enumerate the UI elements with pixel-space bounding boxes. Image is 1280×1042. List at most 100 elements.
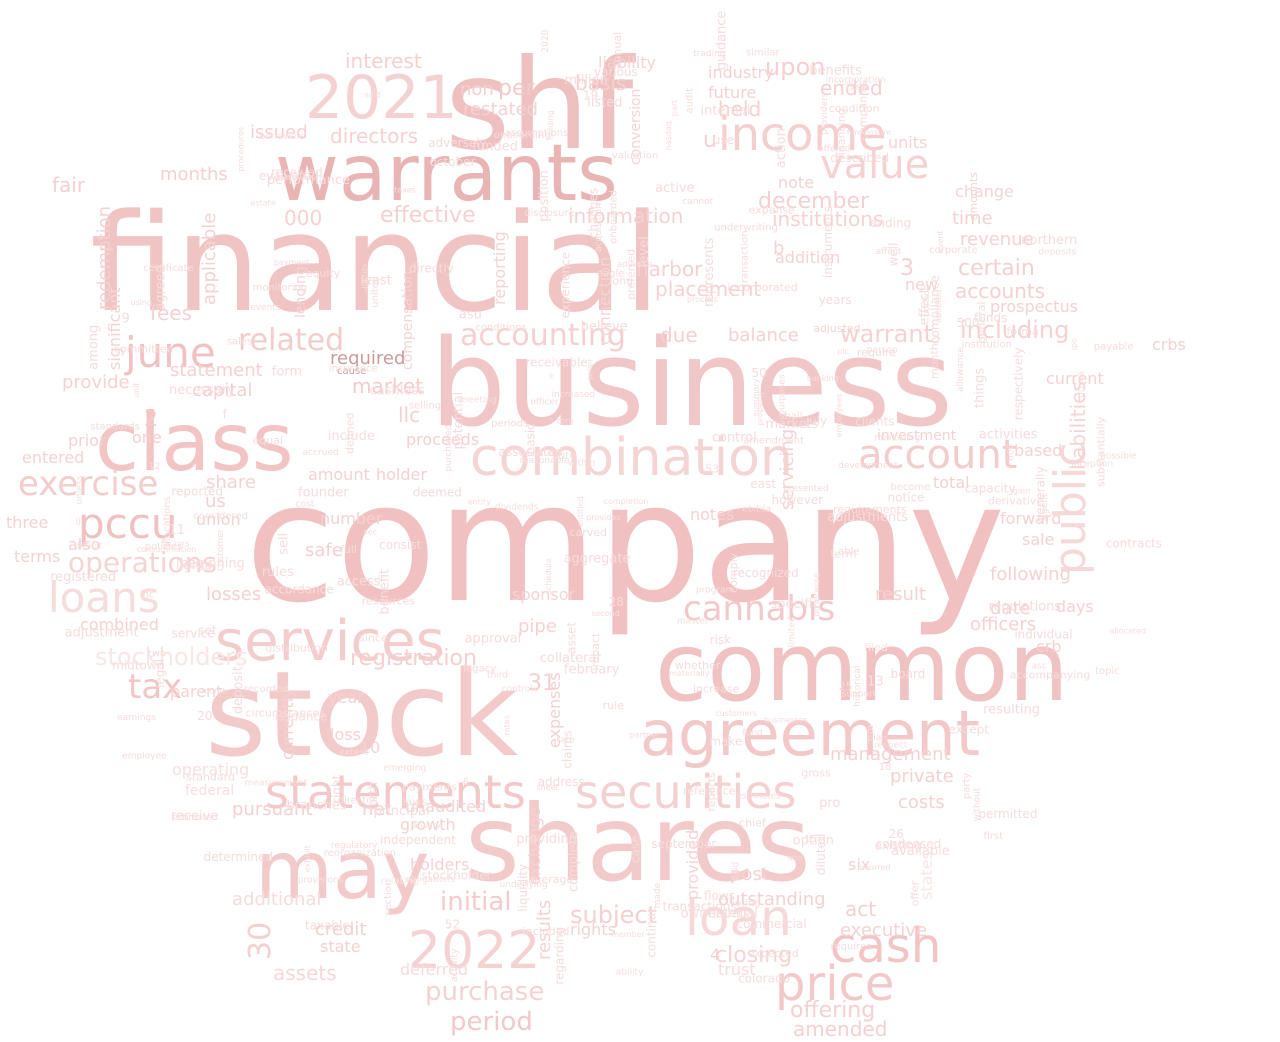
word-event: event (936, 230, 945, 253)
word-following: following (990, 564, 1071, 585)
word-set: set (198, 624, 217, 638)
word-9: 9 (121, 312, 129, 327)
word-equity: equity (306, 267, 341, 280)
word-reporting: reporting (490, 231, 509, 305)
word-conditions: conditions (475, 322, 526, 333)
word-controls: controls (502, 685, 538, 695)
word-risk: risk (710, 633, 732, 647)
word-eagle: eagle (597, 268, 625, 279)
word-state: state (320, 937, 361, 956)
word-payments: payments (402, 781, 457, 794)
word-taxable: taxable (305, 919, 350, 933)
word-underwriting: underwriting (714, 223, 778, 234)
word-accordance: accordance (265, 582, 334, 596)
word-midtown: midtown (112, 658, 164, 672)
word-borrowers: borrowers (260, 132, 305, 142)
word-using: using (130, 298, 152, 307)
word-note: note (778, 173, 814, 192)
word-registration: registration (350, 646, 477, 671)
word-providers: providers (820, 92, 830, 134)
word-substantially: substantially (1094, 416, 1107, 487)
word-experience: experience (558, 252, 572, 319)
word-28: 28 (609, 595, 624, 609)
word-500: 500 (957, 316, 980, 330)
word-due: due (660, 323, 698, 347)
word-colorado: colorado (738, 972, 790, 986)
word-evaluated: evaluated (259, 169, 319, 183)
word-related: related (238, 323, 344, 358)
word-audit: audit (685, 88, 696, 114)
word-development: development (838, 461, 898, 471)
word-since: since (359, 631, 388, 644)
word-benefits: benefits (809, 64, 862, 79)
word-costs: costs (898, 792, 945, 813)
word-11: 11 (169, 523, 186, 538)
word-amendment: amendment (743, 435, 804, 446)
word-entitled: entitled (576, 496, 585, 527)
word-underlying: underlying (500, 880, 548, 890)
word-funded: funded (472, 139, 518, 154)
word-monitoring: monitoring (253, 283, 308, 294)
word-recognized: recognized (733, 566, 799, 580)
word-information: information (568, 204, 683, 228)
word-exhibit: exhibit (303, 845, 312, 872)
word-acquisition: acquisition (594, 203, 604, 252)
word-executive: executive (840, 920, 927, 941)
word-insurance: insurance (329, 363, 378, 374)
word-gross: gross (801, 766, 831, 779)
word-except: except (949, 722, 990, 736)
word-represents: represents (702, 238, 717, 307)
word-adjusted: adjusted (813, 322, 861, 335)
word-25: 25 (839, 680, 853, 693)
word-active: active (655, 181, 695, 196)
word-months: months (160, 164, 228, 185)
word-ii: ii (75, 517, 81, 528)
word-additional: additional (232, 889, 321, 910)
word-two: two (148, 649, 166, 660)
word-activities: activities (979, 428, 1038, 443)
word-ownership: ownership (681, 907, 748, 922)
word-recorded: recorded (244, 684, 288, 695)
word-reported: reported (171, 485, 223, 499)
word-case: case (628, 835, 642, 863)
word-instruments: instruments (821, 206, 835, 278)
word-unless: unless (75, 475, 85, 504)
word-similar: similar (746, 48, 780, 59)
word-606: 606 (1006, 444, 1016, 461)
word-seller: seller (585, 358, 594, 380)
word-b: b (773, 238, 784, 259)
word-measurement: measurement (245, 778, 308, 788)
word-cost: cost (296, 500, 315, 510)
word-preferred: preferred (625, 249, 638, 300)
word-employees: employees (834, 394, 843, 438)
word-become: become (890, 482, 930, 493)
word-form: form (272, 365, 302, 380)
word-loss: loss (330, 725, 361, 744)
word-standard: standard (186, 770, 235, 783)
word-believe: believe (581, 319, 628, 334)
word-directly: directly (409, 262, 454, 276)
word-able: able (838, 547, 859, 558)
word-trading: trading (693, 49, 725, 59)
word-requires: requires (831, 942, 872, 953)
word-chief: chief (739, 817, 767, 830)
word-allowance: allowance (956, 346, 966, 392)
word-well: well (887, 243, 901, 267)
word-regulatory: regulatory (331, 841, 378, 851)
word-necessary: necessary (169, 383, 235, 398)
word-payable: payable (1094, 341, 1134, 352)
word-filed: filed (864, 641, 888, 654)
word-standards: standards (90, 421, 140, 432)
word-19: 19 (583, 88, 598, 102)
word-complete: complete (566, 831, 581, 892)
word-2020: 2020 (541, 29, 551, 52)
word-cashless: cashless (370, 384, 426, 399)
word-customers: customers (715, 709, 757, 718)
word-ability: ability (616, 968, 644, 978)
word-based: based (1014, 441, 1062, 460)
word-annual: annual (611, 32, 624, 69)
word-stockholder: stockholder (421, 869, 491, 883)
word-sell: sell (277, 533, 292, 555)
